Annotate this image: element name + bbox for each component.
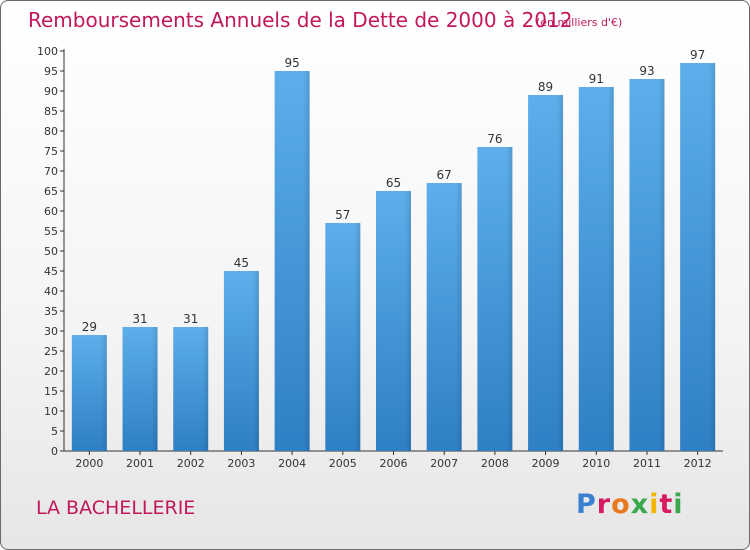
y-tick-label: 85 <box>44 105 58 118</box>
y-tick-label: 90 <box>44 85 58 98</box>
bar-shade-2008 <box>506 147 513 451</box>
bar-shade-2001 <box>151 327 158 451</box>
x-tick-label-2006: 2006 <box>380 457 408 470</box>
y-tick-label: 75 <box>44 145 58 158</box>
x-tick-label-2010: 2010 <box>582 457 610 470</box>
data-label-2002: 31 <box>183 312 198 326</box>
x-tick-label-2005: 2005 <box>329 457 357 470</box>
y-tick-label: 65 <box>44 185 58 198</box>
x-tick-label-2001: 2001 <box>126 457 154 470</box>
data-label-2009: 89 <box>538 80 553 94</box>
bar-shade-2009 <box>557 95 564 451</box>
bar-shade-2007 <box>455 183 462 451</box>
chart-unit: (en milliers d'€) <box>536 16 623 29</box>
axes: 0 5 10 15 20 25 30 35 40 45 50 55 60 65 70 75 80 85 90 95 10… <box>37 45 723 470</box>
data-label-2006: 65 <box>386 176 401 190</box>
bar-shade-2003 <box>252 271 259 451</box>
y-tick-label: 20 <box>44 365 58 378</box>
bar-shade-2006 <box>405 191 411 451</box>
data-label-2007: 67 <box>437 168 452 182</box>
data-label-2003: 45 <box>234 256 249 270</box>
data-label-2000: 29 <box>82 320 97 334</box>
x-tick-label-2002: 2002 <box>177 457 205 470</box>
x-tick-label-2012: 2012 <box>684 457 712 470</box>
bar-shade-2002 <box>202 327 209 451</box>
data-label-2010: 91 <box>589 72 604 86</box>
y-tick-label: 60 <box>44 205 58 218</box>
bar-shade-2000 <box>100 335 107 451</box>
y-tick-label: 70 <box>44 165 58 178</box>
y-tick-label: 95 <box>44 65 58 78</box>
data-labels: 29 31 31 45 95 57 65 67 76 89 91 93 97 <box>82 48 706 334</box>
data-label-2011: 93 <box>639 64 654 78</box>
bar-shade-2005 <box>354 223 361 451</box>
y-tick-label: 10 <box>44 405 58 418</box>
y-tick-label: 5 <box>51 425 58 438</box>
y-tick-label: 100 <box>37 45 58 58</box>
bar-shade-2011 <box>658 79 665 451</box>
bars <box>71 63 716 451</box>
y-tick-label: 30 <box>44 325 58 338</box>
bar-shade-2004 <box>303 71 310 451</box>
x-tick-label-2008: 2008 <box>481 457 509 470</box>
y-tick-label: 80 <box>44 125 58 138</box>
chart-title: Remboursements Annuels de la Dette de 20… <box>28 8 573 32</box>
y-tick-label: 35 <box>44 305 58 318</box>
data-label-2005: 57 <box>335 208 350 222</box>
data-label-2012: 97 <box>690 48 705 62</box>
data-label-2008: 76 <box>487 132 502 146</box>
y-tick-label: 55 <box>44 225 58 238</box>
y-tick-label: 15 <box>44 385 58 398</box>
y-tick-label: 25 <box>44 345 58 358</box>
proxiti-logo: Proxiti <box>576 489 684 520</box>
y-tick-label: 40 <box>44 285 58 298</box>
x-tick-label-2007: 2007 <box>430 457 458 470</box>
y-tick-label: 0 <box>51 445 58 458</box>
y-tick-label: 45 <box>44 265 58 278</box>
x-tick-label-2003: 2003 <box>227 457 255 470</box>
x-tick-label-2000: 2000 <box>75 457 103 470</box>
place-name: LA BACHELLERIE <box>36 497 196 519</box>
x-tick-label-2009: 2009 <box>532 457 560 470</box>
y-tick-label: 50 <box>44 245 58 258</box>
x-tick-label-2004: 2004 <box>278 457 306 470</box>
x-tick-label-2011: 2011 <box>633 457 661 470</box>
data-label-2004: 95 <box>284 56 299 70</box>
bar-shade-2010 <box>607 87 614 451</box>
data-label-2001: 31 <box>132 312 147 326</box>
bar-shade-2012 <box>709 63 716 451</box>
